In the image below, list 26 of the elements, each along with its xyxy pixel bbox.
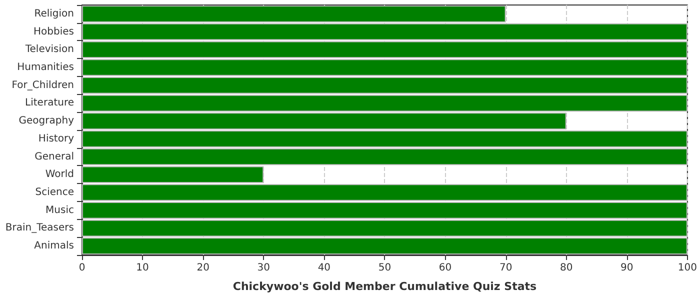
y-tick-label: Geography bbox=[18, 116, 74, 127]
x-tick-label: 80 bbox=[560, 262, 573, 274]
y-tick-label: Television bbox=[24, 44, 74, 56]
y-tick-label: Brain_Teasers bbox=[5, 222, 74, 234]
x-tick-label: 20 bbox=[196, 262, 210, 274]
y-tick-label: Animals bbox=[34, 240, 74, 252]
y-tick-label: Science bbox=[35, 187, 74, 198]
y-tick-label: World bbox=[45, 169, 74, 180]
y-tick-label: Religion bbox=[34, 8, 74, 20]
y-tick-label: History bbox=[38, 133, 74, 144]
x-tick-label: 40 bbox=[318, 262, 331, 274]
x-tick-label: 50 bbox=[378, 262, 392, 274]
y-tick-label: For_Children bbox=[12, 80, 74, 91]
x-tick-label: 60 bbox=[438, 262, 452, 274]
x-tick-label: 0 bbox=[78, 262, 86, 274]
x-tick-label: 10 bbox=[136, 262, 149, 274]
y-tick-label: Humanities bbox=[17, 62, 74, 73]
x-axis-title: Chickywoo's Gold Member Cumulative Quiz Stats bbox=[232, 280, 538, 293]
x-tick-label: 30 bbox=[257, 262, 270, 274]
y-tick-label: Hobbies bbox=[34, 26, 74, 38]
y-tick-label: Literature bbox=[25, 98, 74, 109]
x-tick-label: 90 bbox=[620, 262, 634, 274]
x-tick-label: 100 bbox=[678, 262, 698, 274]
y-tick-label: General bbox=[34, 151, 74, 162]
x-tick-label: 70 bbox=[499, 262, 512, 274]
y-tick-label: Music bbox=[46, 204, 74, 216]
